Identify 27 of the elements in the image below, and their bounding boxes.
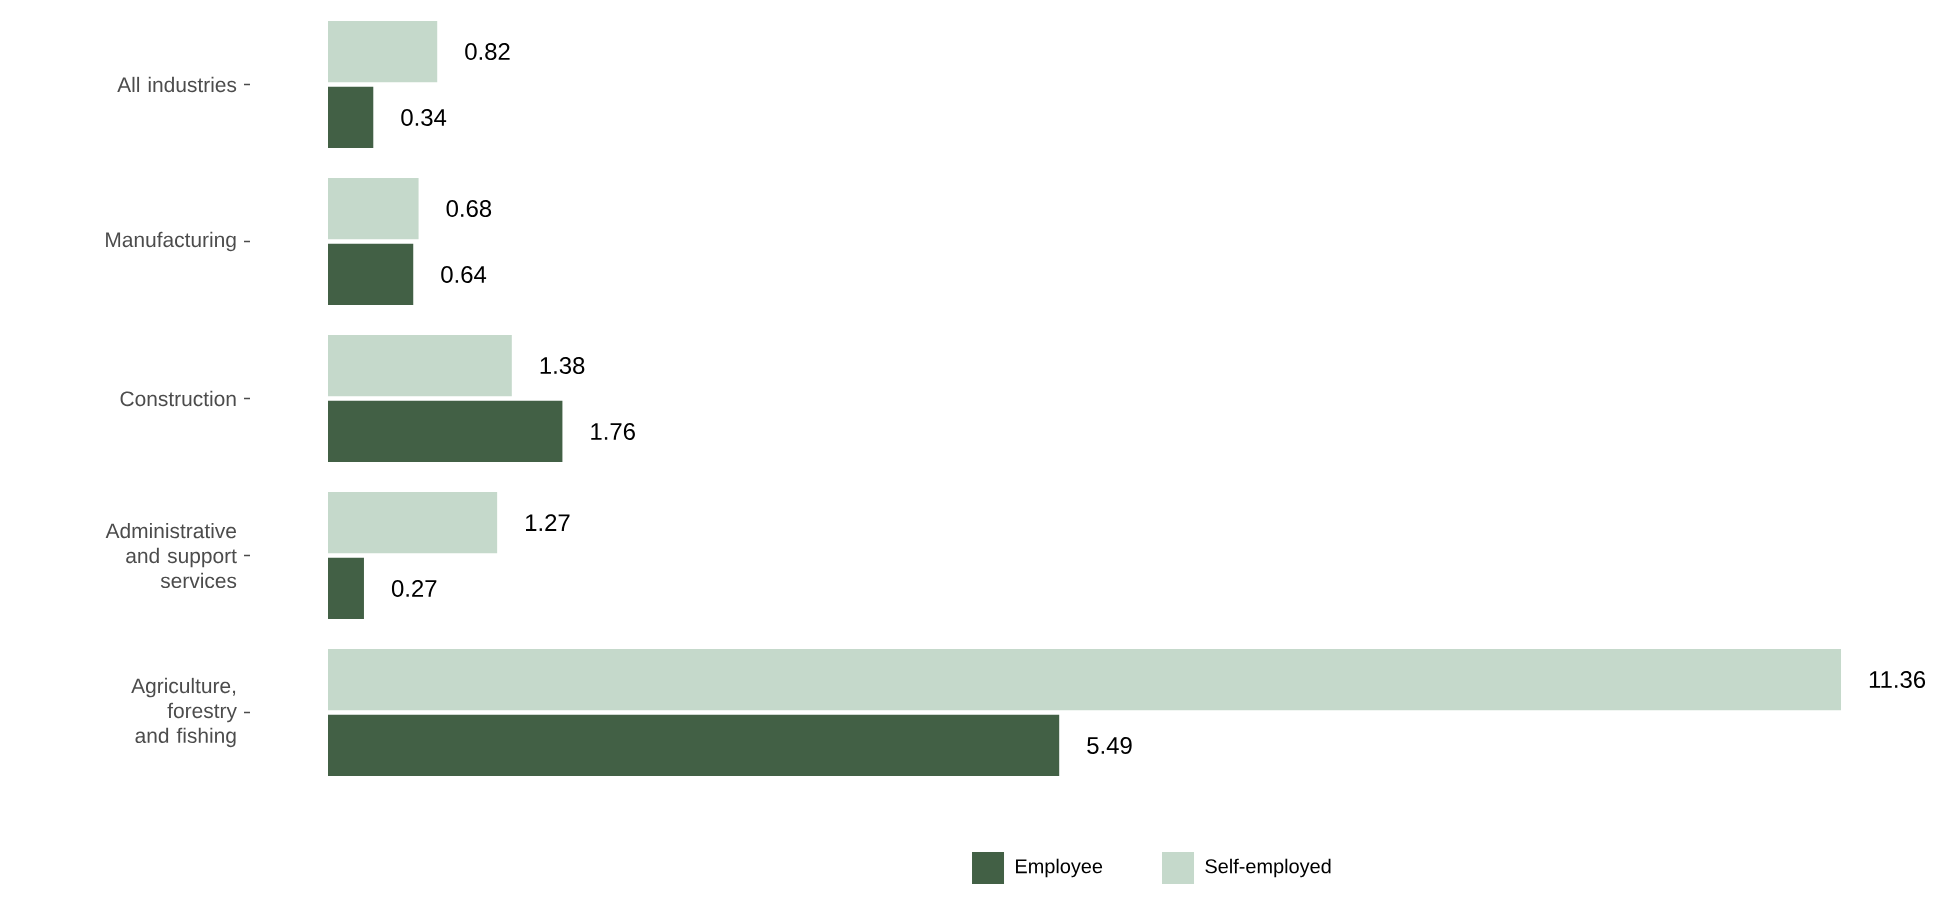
data-label: 0.82 xyxy=(465,43,510,60)
bar xyxy=(328,334,512,397)
data-label: 0.64 xyxy=(441,266,487,283)
bar xyxy=(328,177,419,240)
data-label: 1.38 xyxy=(540,357,585,374)
data-label: 5.49 xyxy=(1087,737,1132,754)
legend-label: Employee xyxy=(1016,858,1103,878)
bar xyxy=(328,648,1842,711)
bar xyxy=(328,557,364,620)
data-label: 1.76 xyxy=(591,423,635,440)
bar xyxy=(328,400,563,463)
bar xyxy=(328,491,498,554)
data-label: 0.34 xyxy=(401,109,447,126)
y-tick-label: Administrative and support services xyxy=(105,522,237,589)
legend-label: Self-employed xyxy=(1205,858,1331,878)
bar xyxy=(328,20,438,83)
data-label: 0.68 xyxy=(446,200,492,217)
y-tick-label: Agriculture, forestry and fishing xyxy=(131,677,237,748)
bar xyxy=(328,714,1060,777)
bar xyxy=(328,86,374,149)
data-label: 1.27 xyxy=(526,514,570,531)
data-label: 0.27 xyxy=(391,580,437,597)
bar xyxy=(328,243,414,306)
data-label: 11.36 xyxy=(1869,671,1926,688)
y-tick-label: Manufacturing xyxy=(106,231,236,252)
y-tick-label: Construction xyxy=(120,390,236,407)
y-tick-label: All industries xyxy=(117,76,237,93)
